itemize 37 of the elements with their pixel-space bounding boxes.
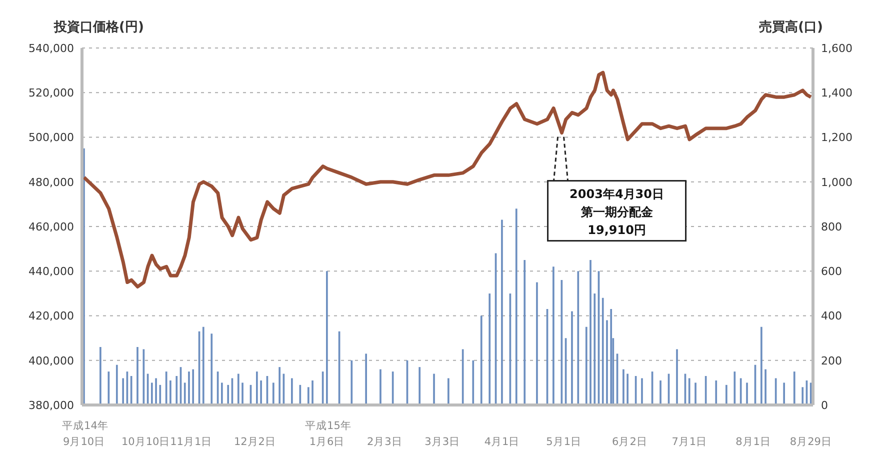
x-tick-label: 8月1日	[736, 436, 771, 448]
y2-tick-label: 200	[821, 354, 842, 368]
x-tick-label: 2月3日	[367, 436, 402, 448]
y2-tick-label: 1,400	[821, 86, 852, 100]
y-tick-label: 460,000	[28, 220, 74, 234]
y2-tick-label: 600	[821, 265, 842, 278]
y2-tick-label: 1,000	[821, 176, 852, 189]
y2-tick-label: 0	[821, 398, 828, 412]
y2-tick-label: 800	[821, 220, 842, 234]
x-tick-label: 12月2日	[234, 436, 276, 448]
y-axis-title: 投資口価格(円)	[54, 19, 144, 36]
y-tick-label: 440,000	[28, 265, 74, 278]
y2-axis-title: 売買高(口)	[759, 18, 823, 36]
y2-tick-label: 400	[821, 310, 842, 323]
x-tick-label: 8月29日	[790, 436, 832, 448]
x-tick-label: 11月1日	[170, 436, 212, 448]
y-tick-label: 540,000	[28, 42, 74, 55]
x-tick-label: 10月10日	[121, 436, 170, 448]
y-tick-label: 500,000	[28, 131, 74, 144]
y-tick-label: 520,000	[28, 86, 74, 100]
annotation: 第一期分配金	[580, 204, 654, 219]
y-tick-label: 420,000	[28, 310, 74, 323]
x-tick-label: 5月1日	[546, 436, 582, 448]
x-tick-label: 平成14年 9月10日	[62, 419, 108, 448]
y-tick-label: 380,000	[28, 398, 74, 412]
x-tick-label: 6月2日	[612, 436, 648, 448]
y-tick-label: 400,000	[28, 354, 74, 368]
x-tick-label: 4月1日	[484, 436, 520, 448]
y-tick-label: 480,000	[28, 176, 74, 189]
x-tick-label: 3月3日	[424, 436, 460, 448]
x-tick-label: 平成15年 1月6日	[305, 419, 352, 448]
y2-tick-label: 1,600	[821, 42, 852, 55]
line-series	[82, 70, 813, 288]
y2-tick-label: 1,200	[821, 131, 852, 144]
annotation: 19,910円	[588, 222, 646, 237]
annotation: 2003年4月30日	[570, 186, 664, 201]
x-tick-label: 7月1日	[672, 436, 708, 448]
